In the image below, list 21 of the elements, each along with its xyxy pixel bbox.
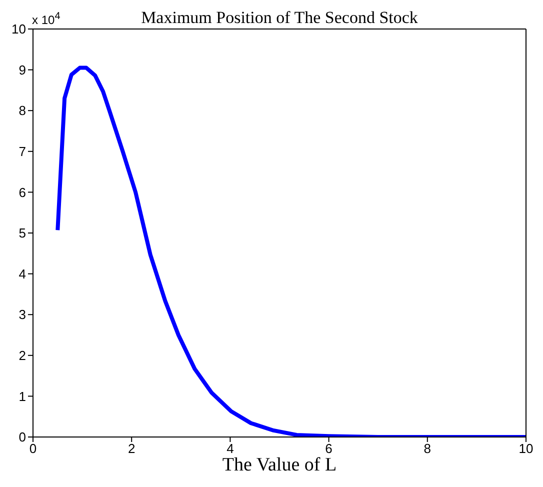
- chart-title: Maximum Position of The Second Stock: [141, 8, 418, 27]
- x-tick-label: 0: [29, 441, 37, 456]
- y-tick-label: 8: [18, 103, 26, 118]
- y-tick-label: 7: [18, 144, 26, 160]
- y-tick-label: 9: [18, 62, 26, 78]
- x-axis-title: The Value of L: [222, 454, 337, 476]
- axis-multiplier: x 10$^{4}$: [32, 11, 60, 27]
- y-tick-label: 10: [12, 22, 26, 37]
- x-tick-label: 6: [325, 441, 332, 456]
- y-tick-label: 1: [18, 388, 26, 404]
- x-tick-label: 2: [128, 441, 136, 456]
- y-tick-label: 6: [18, 184, 26, 200]
- line-series: [56, 66, 526, 437]
- x-tick-label: 4: [226, 441, 234, 456]
- y-tick-label: 2: [18, 348, 26, 364]
- y-tick-label: 3: [18, 307, 26, 322]
- x-tick-label: 8: [424, 441, 432, 456]
- y-tick-label: 4: [18, 266, 26, 282]
- x-tick-label: 10: [518, 441, 534, 456]
- y-tick-label: 0: [18, 430, 26, 445]
- y-tick-label: 5: [18, 226, 26, 241]
